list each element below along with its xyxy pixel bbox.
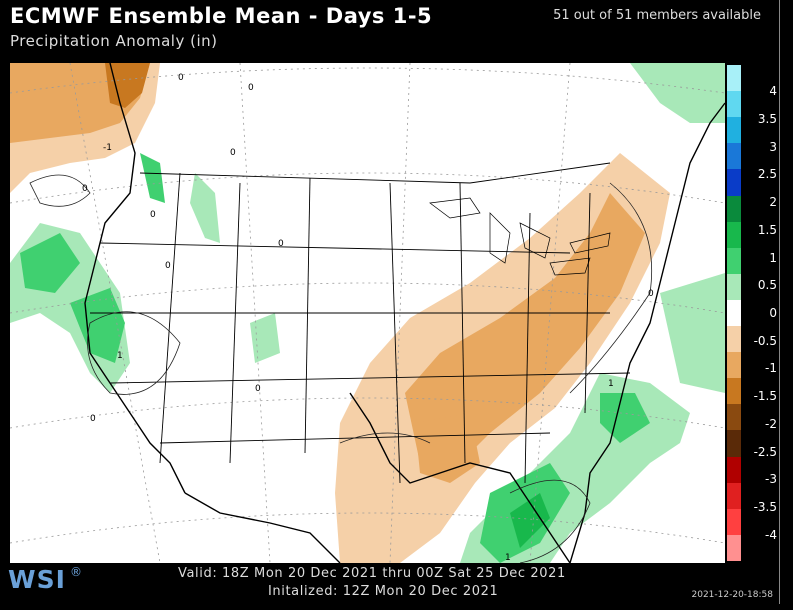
contour-label: 0 xyxy=(165,261,171,271)
legend-label: -0.5 xyxy=(753,333,777,348)
legend-swatch xyxy=(727,378,741,405)
legend-swatch xyxy=(727,404,741,431)
legend-swatch xyxy=(727,299,741,327)
wet-anomaly-florida-core xyxy=(510,493,550,548)
anomaly-contours xyxy=(29,174,653,563)
legend-label: 2 xyxy=(769,195,777,210)
legend-label: -1 xyxy=(765,361,777,376)
contour-label: 1 xyxy=(608,379,614,389)
legend-swatch xyxy=(727,117,741,144)
contour-label: 0 xyxy=(90,414,96,424)
wet-anomaly-labrador xyxy=(630,63,725,123)
legend-swatch xyxy=(727,534,741,562)
legend-label: 2.5 xyxy=(757,167,777,182)
legend-swatch xyxy=(727,508,741,536)
contour-label: 0 xyxy=(248,83,254,93)
legend-color-bar xyxy=(727,65,741,562)
contour-label: 0 xyxy=(82,184,88,194)
legend-swatch xyxy=(727,352,741,379)
map-footer: WSI ® Valid: 18Z Mon 20 Dec 2021 thru 00… xyxy=(0,563,779,604)
contour-label: 0 xyxy=(178,73,184,83)
contour-label: 0 xyxy=(648,289,654,299)
legend-label: -3.5 xyxy=(753,500,777,515)
legend-swatch xyxy=(727,482,741,510)
legend-label: -2.5 xyxy=(753,444,777,459)
generated-timestamp: 2021-12-20-18:58 xyxy=(691,590,774,600)
legend-swatch xyxy=(727,247,741,275)
chart-frame: ECMWF Ensemble Mean - Days 1-5 Precipita… xyxy=(0,0,780,604)
legend-swatch xyxy=(727,65,741,92)
legend-label: -2 xyxy=(765,416,777,431)
legend-label: -3 xyxy=(765,472,777,487)
great-lakes xyxy=(429,197,611,276)
legend-label: 1 xyxy=(769,250,777,265)
wet-anomaly-offshore xyxy=(20,233,80,293)
wet-anomaly-atlantic-east xyxy=(660,273,725,393)
legend-swatch xyxy=(727,273,741,301)
legend-label: 0.5 xyxy=(757,278,777,293)
members-available: 51 out of 51 members available xyxy=(553,8,761,23)
contour-label: -1 xyxy=(103,143,112,153)
wsi-logo: WSI xyxy=(8,565,66,594)
contour-label: 1 xyxy=(117,351,123,361)
legend-label: -1.5 xyxy=(753,389,777,404)
wet-anomaly-cascades xyxy=(140,153,165,203)
legend-label: 3.5 xyxy=(757,111,777,126)
dry-anomaly-bc-coast xyxy=(105,63,150,108)
contour-label: 1 xyxy=(505,553,511,563)
legend-label: 3 xyxy=(769,139,777,154)
contour-label: 0 xyxy=(255,384,261,394)
wet-anomaly-utah xyxy=(250,313,280,363)
contour-labels: 0 0 0 0 0 0 0 0 -1 1 1 1 0 0 xyxy=(82,73,654,563)
legend-swatch xyxy=(727,221,741,249)
coastlines xyxy=(84,63,725,563)
legend-swatch xyxy=(727,143,741,170)
graticule xyxy=(10,63,725,563)
wet-anomaly-rockies xyxy=(190,173,220,243)
legend-swatch xyxy=(727,326,741,353)
valid-time: Valid: 18Z Mon 20 Dec 2021 thru 00Z Sat … xyxy=(178,566,566,581)
map-subtitle: Precipitation Anomaly (in) xyxy=(10,32,218,50)
legend-swatch xyxy=(727,195,741,223)
map-canvas: 0 0 0 0 0 0 0 0 -1 1 1 1 0 0 xyxy=(10,63,725,563)
initialized-time: Initalized: 12Z Mon 20 Dec 2021 xyxy=(268,584,499,599)
legend-swatch xyxy=(727,456,741,484)
legend-swatch xyxy=(727,169,741,196)
contour-label: 0 xyxy=(230,148,236,158)
registered-mark: ® xyxy=(70,565,82,579)
contour-label: 0 xyxy=(278,239,284,249)
legend-label: -4 xyxy=(765,527,777,542)
legend-label: 0 xyxy=(769,306,777,320)
legend-label: 4 xyxy=(769,84,777,99)
wet-anomaly-california xyxy=(70,288,125,363)
legend-swatch xyxy=(727,91,741,118)
contour-label: 0 xyxy=(150,210,156,220)
legend-swatch xyxy=(727,430,741,458)
legend-labels: 4 3.5 3 2.5 2 1.5 1 0.5 0 -0.5 -1 -1.5 -2 -2.5 -3 -3.5 -… xyxy=(745,65,779,561)
legend-label: 1.5 xyxy=(757,222,777,237)
dry-anomaly-east-core xyxy=(405,193,645,473)
map-title: ECMWF Ensemble Mean - Days 1-5 xyxy=(10,4,433,28)
precipitation-anomaly-map: 0 0 0 0 0 0 0 0 -1 1 1 1 0 0 xyxy=(10,63,725,563)
